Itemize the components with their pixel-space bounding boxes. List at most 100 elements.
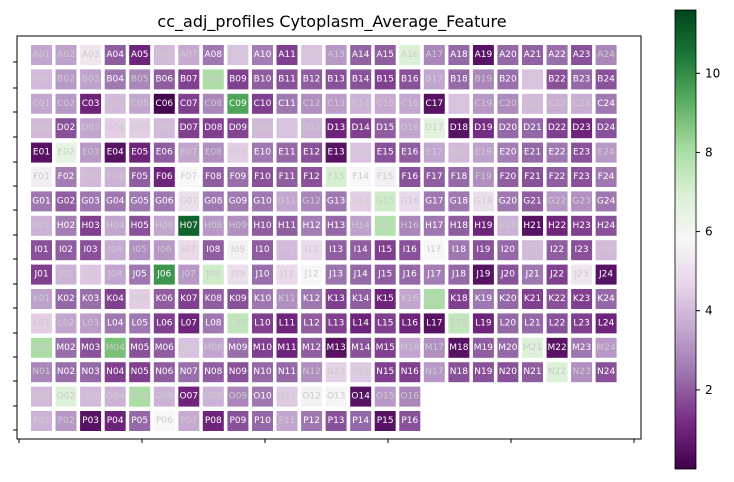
well-label: C21 [524,99,542,109]
well-label: D07 [180,123,198,133]
well-label: G01 [32,196,50,206]
well-label: H17 [425,221,443,231]
heatmap-cell [423,313,445,334]
heatmap-cell [571,362,593,383]
well-label: N14 [352,367,370,377]
well-label: J07 [181,270,196,280]
heatmap-cell [202,386,224,407]
heatmap-cell [595,362,617,383]
heatmap-cell [374,191,396,212]
heatmap-cell [252,386,273,407]
heatmap-cell [374,386,396,407]
well-label: N04 [106,367,124,377]
well-label: O11 [278,392,297,402]
well-label: P09 [229,416,246,426]
well-label: E17 [426,148,443,158]
well-label: L07 [181,318,197,328]
well-label: C06 [155,99,173,109]
well-label: P02 [58,416,75,426]
heatmap-cell [227,264,249,285]
heatmap-cell [31,45,52,65]
heatmap-cell [80,337,102,358]
heatmap-cell [129,118,151,139]
well-label: N20 [499,367,517,377]
heatmap-cell [80,386,102,407]
well-label: F24 [598,172,615,182]
heatmap-cell [55,289,77,309]
heatmap-cell [153,93,175,114]
well-label: J14 [353,270,368,280]
well-label: M08 [204,343,223,353]
heatmap-cell [55,191,77,212]
heatmap-cell [522,215,543,236]
heatmap-cell [276,142,298,163]
well-label: A09 [229,50,247,60]
heatmap-cell [472,142,494,163]
heatmap-cell [55,45,77,65]
heatmap-cell [276,167,298,187]
well-label: J02 [58,270,73,280]
heatmap-cell [522,240,543,261]
well-label: J01 [33,270,48,280]
heatmap-cell [399,142,421,163]
heatmap-cell [55,337,77,358]
heatmap-cell [276,93,298,114]
heatmap-cell [276,362,298,383]
heatmap-cell [227,362,249,383]
heatmap-cell [546,362,568,383]
heatmap-cell [497,45,519,65]
heatmap-cell [448,45,470,65]
well-label: G14 [351,196,370,206]
heatmap-cell [178,45,200,65]
heatmap-cell [31,142,52,163]
well-label: H09 [229,221,247,231]
heatmap-cell [31,313,52,334]
heatmap-cell [497,313,519,334]
heatmap-cell [301,215,323,236]
heatmap-cell [104,240,126,261]
heatmap-cell [202,93,224,114]
heatmap-cell [546,93,568,114]
well-label: C10 [254,99,272,109]
well-label: A16 [401,50,419,60]
well-label: D02 [57,123,75,133]
heatmap-cell [399,191,421,212]
heatmap-cell [80,69,102,90]
well-label: F21 [524,172,541,182]
well-label: A17 [425,50,443,60]
colorbar-tick-label: 4 [705,304,713,318]
well-label: B20 [499,74,517,84]
heatmap-cell [472,240,494,261]
well-label: L06 [156,318,173,328]
heatmap-cell [350,386,372,407]
heatmap-cell [423,240,445,261]
heatmap-cell [104,289,126,309]
heatmap-cell [399,411,421,431]
heatmap-cell [595,167,617,187]
well-label: E22 [549,148,566,158]
well-label: H04 [106,221,124,231]
well-label: E07 [180,148,197,158]
heatmap-cell [55,264,77,285]
well-label: A21 [524,50,542,60]
heatmap-cell [276,240,298,261]
heatmap-cell [80,264,102,285]
well-label: F18 [451,172,468,182]
well-label: F04 [107,172,124,182]
heatmap-cell [325,215,347,236]
well-label: F07 [180,172,197,182]
well-label: B08 [204,74,222,84]
well-label: A03 [82,50,100,60]
heatmap-cell [80,240,102,261]
well-label: I18 [452,245,466,255]
heatmap-cell [31,240,52,261]
heatmap-cell [129,142,151,163]
heatmap-cell [448,118,470,139]
well-label: I24 [599,245,613,255]
well-label: H10 [253,221,271,231]
well-label: L03 [82,318,98,328]
heatmap-cell [31,362,52,383]
well-label: E20 [499,148,516,158]
well-label: G08 [204,196,223,206]
heatmap-cell [448,337,470,358]
